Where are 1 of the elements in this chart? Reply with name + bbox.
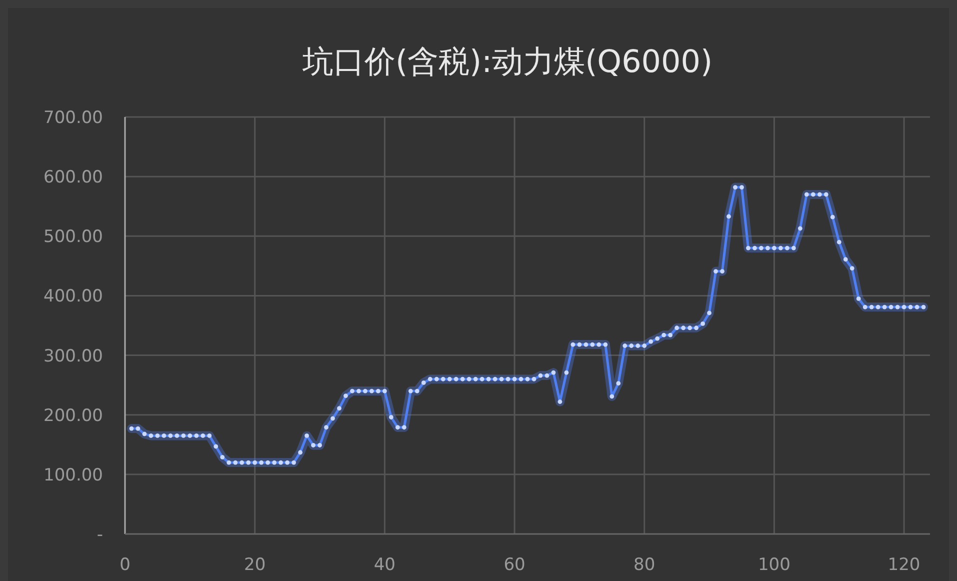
title: 坑口价(含税):动力煤(Q6000) — [302, 44, 713, 80]
